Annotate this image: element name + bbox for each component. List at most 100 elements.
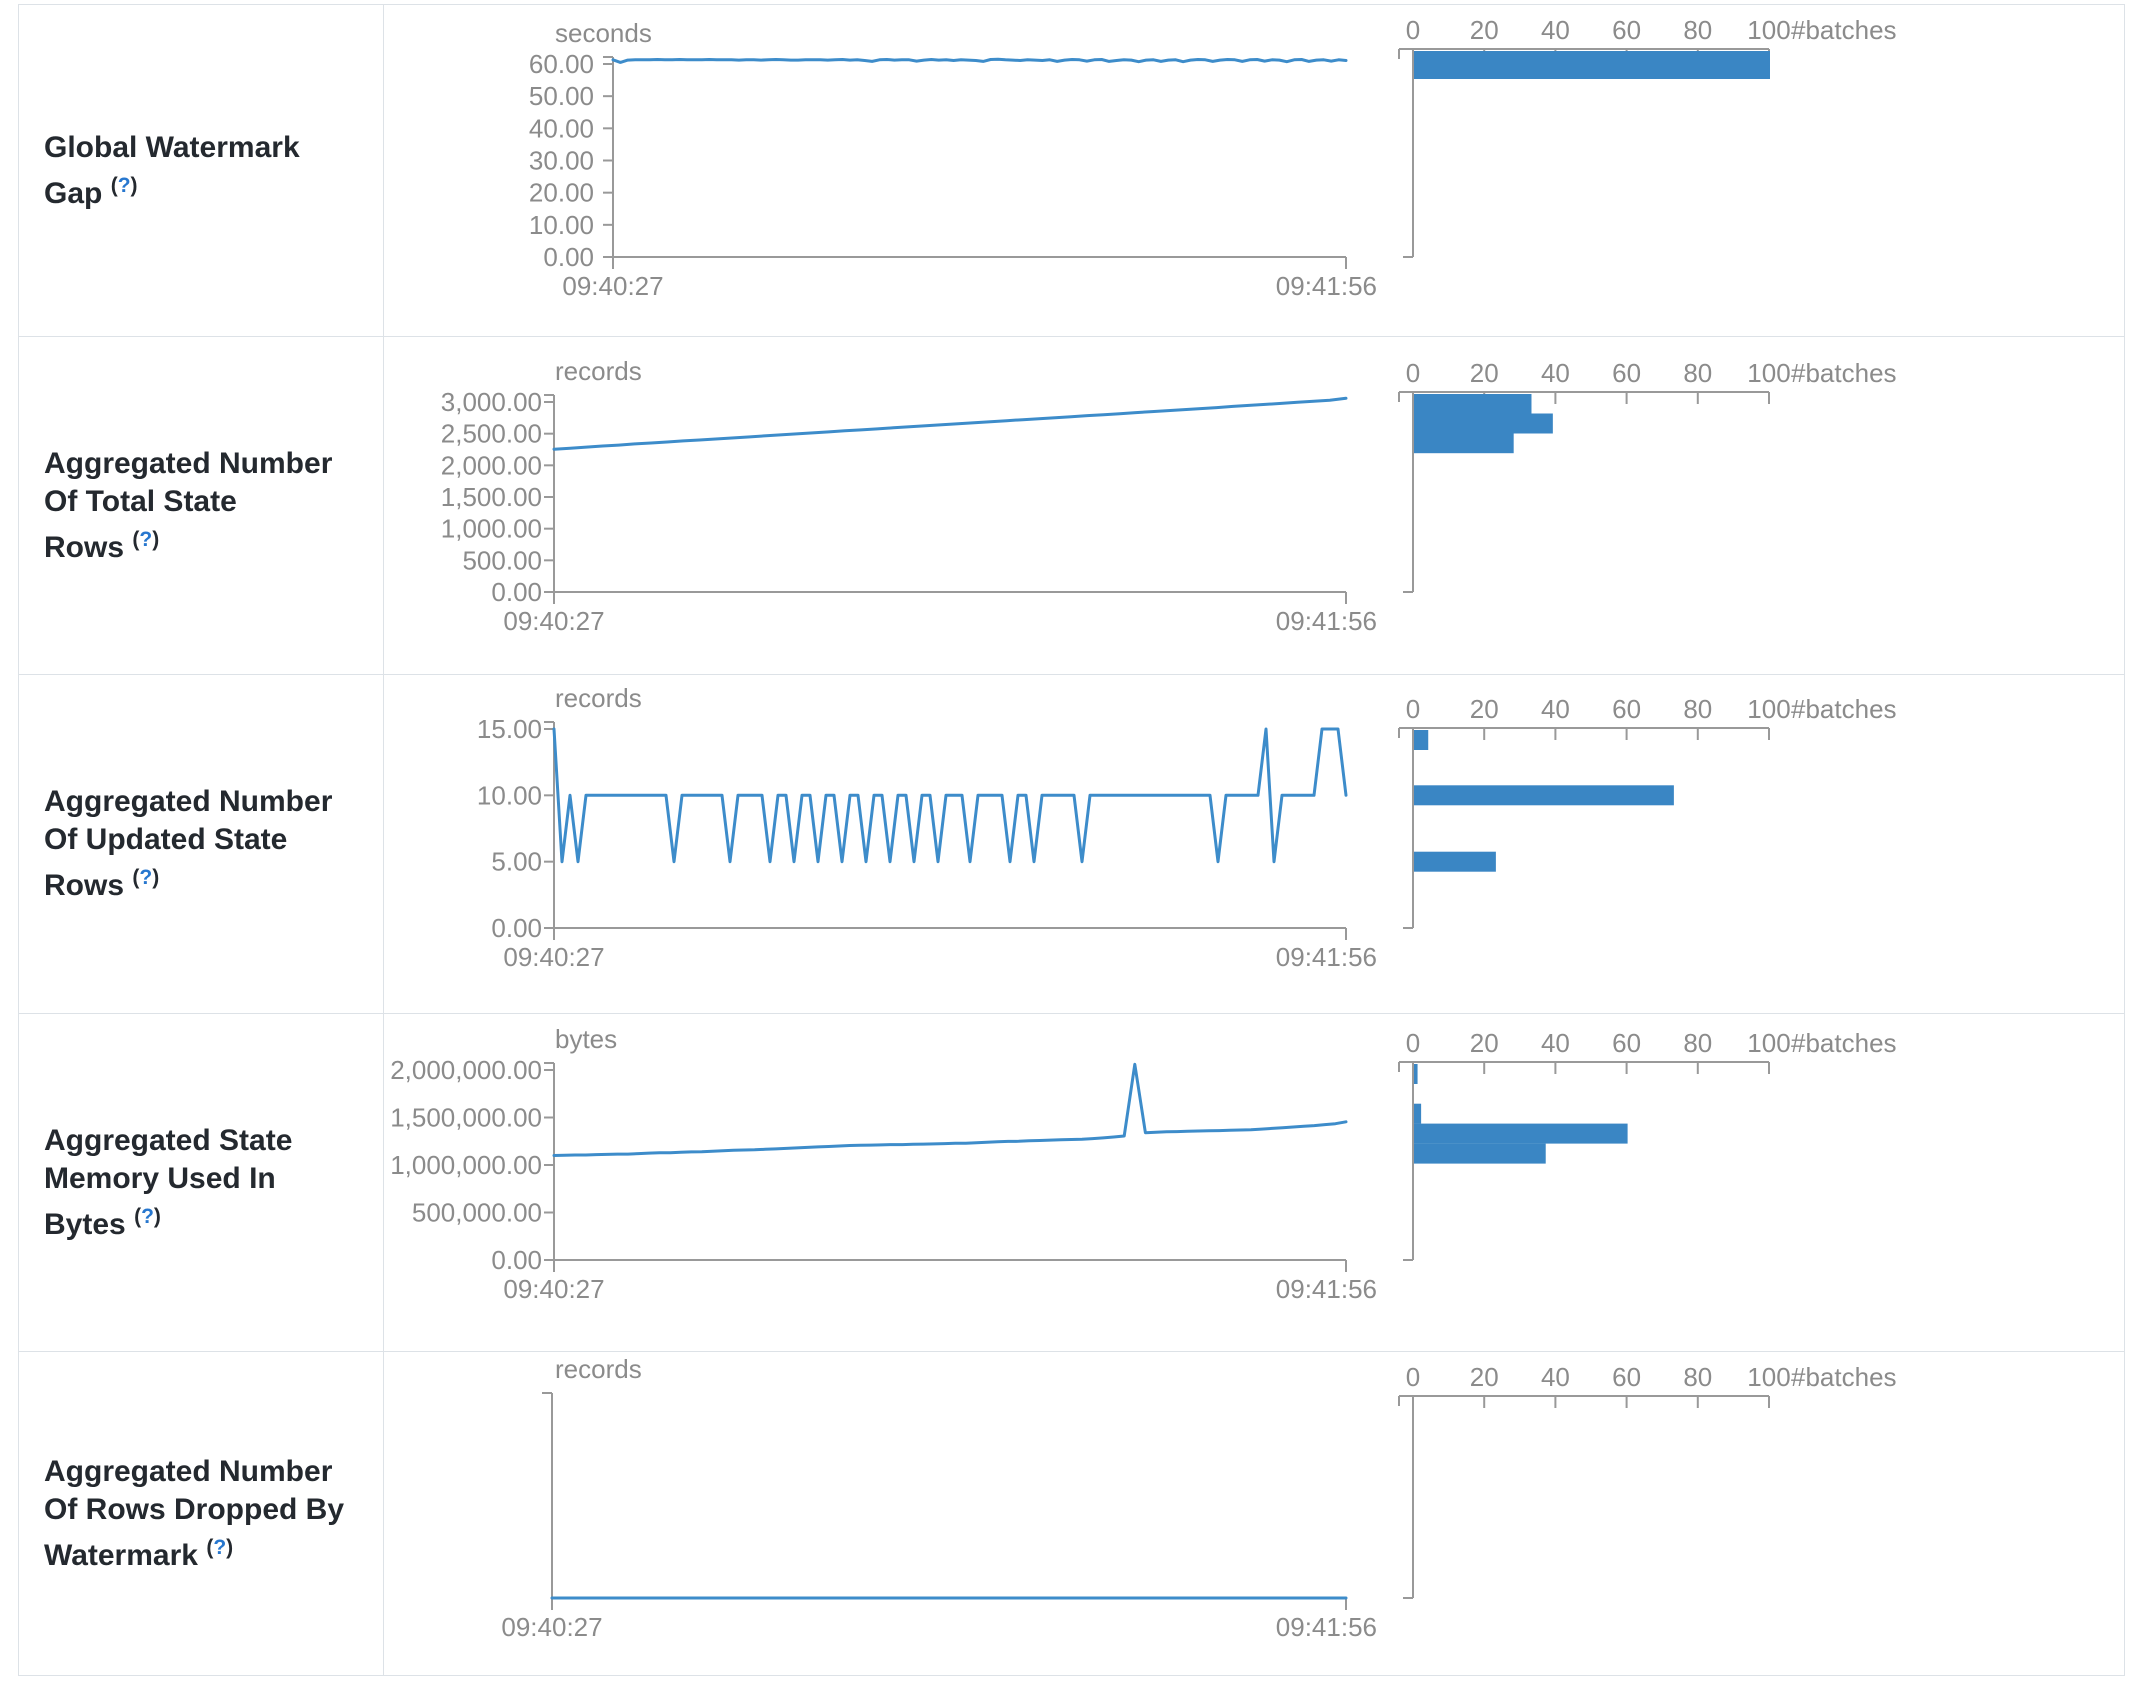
svg-text:40: 40 (1541, 15, 1570, 45)
histogram-chart: 0 20 40 60 80 100 #batches (1398, 15, 1897, 258)
metric-title: Aggregated Number Of Total State Rows (?… (44, 445, 355, 567)
metric-row: Global Watermark Gap (?) 60.00 50.00 40.00… (19, 5, 2124, 337)
svg-text:20.00: 20.00 (529, 178, 594, 208)
timeline-chart-cell: 2,000,000.00 1,500,000.00 1,000,000.00 500,… (384, 1014, 1382, 1351)
metric-title: Aggregated State Memory Used In Bytes (?… (44, 1122, 355, 1244)
timeline-chart: records 09:40:27 09:41:56 (501, 1354, 1377, 1642)
svg-text:2,500.00: 2,500.00 (441, 419, 542, 449)
help-link[interactable]: (?) (132, 866, 160, 889)
svg-text:60: 60 (1612, 358, 1641, 388)
svg-text:60: 60 (1612, 1362, 1641, 1392)
svg-text:records: records (555, 356, 642, 386)
svg-text:20: 20 (1470, 694, 1499, 724)
histogram-chart: 0 20 40 60 80 100 #batches (1398, 1362, 1897, 1599)
svg-text:09:41:56: 09:41:56 (1276, 942, 1377, 972)
svg-text:80: 80 (1683, 1362, 1712, 1392)
svg-text:09:40:27: 09:40:27 (503, 606, 604, 636)
metric-title: Aggregated Number Of Rows Dropped By Wat… (44, 1453, 355, 1575)
svg-text:records: records (555, 1354, 642, 1384)
histogram-chart-cell: 0 20 40 60 80 100 #batches (1382, 1014, 2124, 1351)
help-question-mark[interactable]: ? (139, 866, 153, 889)
svg-text:0.00: 0.00 (491, 577, 542, 607)
timeline-chart-cell: 15.00 10.00 5.00 0.00 records 09:40:27 09:41:5… (384, 675, 1382, 1013)
svg-text:60.00: 60.00 (529, 49, 594, 79)
svg-text:100: 100 (1747, 358, 1790, 388)
svg-text:0: 0 (1406, 1028, 1420, 1058)
histogram-chart-cell: 0 20 40 60 80 100 #batches (1382, 1352, 2124, 1675)
svg-text:10.00: 10.00 (529, 210, 594, 240)
timeline-chart-cell: 60.00 50.00 40.00 30.00 20.00 10.00 0.00 second… (384, 5, 1382, 336)
svg-text:40: 40 (1541, 1028, 1570, 1058)
svg-text:15.00: 15.00 (477, 714, 542, 744)
svg-text:60: 60 (1612, 15, 1641, 45)
help-link[interactable]: (?) (134, 1204, 161, 1228)
svg-text:#batches: #batches (1791, 1362, 1897, 1392)
help-question-mark[interactable]: ? (139, 527, 153, 551)
help-link[interactable]: (?) (206, 1535, 234, 1559)
svg-text:100: 100 (1747, 1028, 1790, 1058)
svg-text:09:41:56: 09:41:56 (1276, 606, 1377, 636)
svg-text:500,000.00: 500,000.00 (412, 1198, 542, 1228)
svg-text:5.00: 5.00 (491, 847, 542, 877)
help-question-mark[interactable]: ? (141, 1204, 154, 1228)
svg-text:20: 20 (1470, 1362, 1499, 1392)
svg-text:09:40:27: 09:40:27 (503, 1274, 604, 1304)
svg-text:1,000,000.00: 1,000,000.00 (390, 1150, 542, 1180)
svg-text:#batches: #batches (1791, 358, 1897, 388)
svg-text:09:40:27: 09:40:27 (501, 1612, 602, 1642)
svg-text:40: 40 (1541, 358, 1570, 388)
metric-title-text: Aggregated Number Of Updated State Rows (44, 785, 333, 902)
svg-text:bytes: bytes (555, 1024, 617, 1054)
help-question-mark[interactable]: ? (213, 1535, 227, 1559)
histogram-chart: 0 20 40 60 80 100 #batches (1398, 358, 1897, 593)
histogram-chart-cell: 0 20 40 60 80 100 #batches (1382, 5, 2124, 336)
histogram-chart-cell: 0 20 40 60 80 100 #batches (1382, 337, 2124, 674)
svg-text:09:40:27: 09:40:27 (562, 271, 663, 301)
svg-text:20: 20 (1470, 15, 1499, 45)
svg-text:#batches: #batches (1791, 1028, 1897, 1058)
svg-text:3,000.00: 3,000.00 (441, 387, 542, 417)
svg-text:50.00: 50.00 (529, 81, 594, 111)
svg-text:20: 20 (1470, 1028, 1499, 1058)
svg-text:09:41:56: 09:41:56 (1276, 1612, 1377, 1642)
help-question-mark[interactable]: ? (117, 173, 131, 197)
svg-text:2,000,000.00: 2,000,000.00 (390, 1055, 542, 1085)
svg-text:40: 40 (1541, 1362, 1570, 1392)
svg-text:0: 0 (1406, 694, 1420, 724)
histogram-chart: 0 20 40 60 80 100 #batches (1398, 1028, 1897, 1261)
svg-text:#batches: #batches (1791, 15, 1897, 45)
metric-title: Aggregated Number Of Updated State Rows … (44, 783, 355, 905)
svg-text:80: 80 (1683, 15, 1712, 45)
histogram-chart: 0 20 40 60 80 100 #batches (1398, 694, 1897, 929)
metric-label-cell: Aggregated Number Of Rows Dropped By Wat… (19, 1352, 384, 1675)
timeline-chart-cell: 3,000.00 2,500.00 2,000.00 1,500.00 1,000.00… (384, 337, 1382, 674)
svg-text:100: 100 (1747, 1362, 1790, 1392)
svg-text:#batches: #batches (1791, 694, 1897, 724)
metric-title-text: Aggregated Number Of Total State Rows (44, 446, 333, 564)
svg-text:0.00: 0.00 (491, 913, 542, 943)
svg-text:2,000.00: 2,000.00 (441, 450, 542, 480)
svg-text:09:41:56: 09:41:56 (1276, 1274, 1377, 1304)
metric-title-text: Global Watermark Gap (44, 130, 300, 210)
timeline-chart: 2,000,000.00 1,500,000.00 1,000,000.00 500,… (390, 1024, 1377, 1304)
svg-text:40: 40 (1541, 694, 1570, 724)
svg-text:1,000.00: 1,000.00 (441, 514, 542, 544)
metric-row: Aggregated Number Of Total State Rows (?… (19, 337, 2124, 675)
help-link[interactable]: (?) (132, 527, 160, 551)
help-link[interactable]: (?) (110, 173, 138, 197)
metric-label-cell: Aggregated State Memory Used In Bytes (?… (19, 1014, 384, 1351)
timeline-chart: 15.00 10.00 5.00 0.00 records 09:40:27 09:41:5… (477, 683, 1377, 972)
metric-row: Aggregated State Memory Used In Bytes (?… (19, 1014, 2124, 1352)
svg-text:1,500.00: 1,500.00 (441, 482, 542, 512)
svg-text:500.00: 500.00 (462, 545, 542, 575)
svg-text:20: 20 (1470, 358, 1499, 388)
metric-title-text: Aggregated Number Of Rows Dropped By Wat… (44, 1454, 345, 1572)
svg-text:0: 0 (1406, 1362, 1420, 1392)
svg-text:0: 0 (1406, 358, 1420, 388)
svg-text:0.00: 0.00 (543, 242, 594, 272)
svg-text:09:40:27: 09:40:27 (503, 942, 604, 972)
svg-text:80: 80 (1683, 358, 1712, 388)
svg-text:seconds: seconds (555, 18, 652, 48)
metric-title-text: Aggregated State Memory Used In Bytes (44, 1123, 293, 1241)
histogram-chart-cell: 0 20 40 60 80 100 #batches (1382, 675, 2124, 1013)
